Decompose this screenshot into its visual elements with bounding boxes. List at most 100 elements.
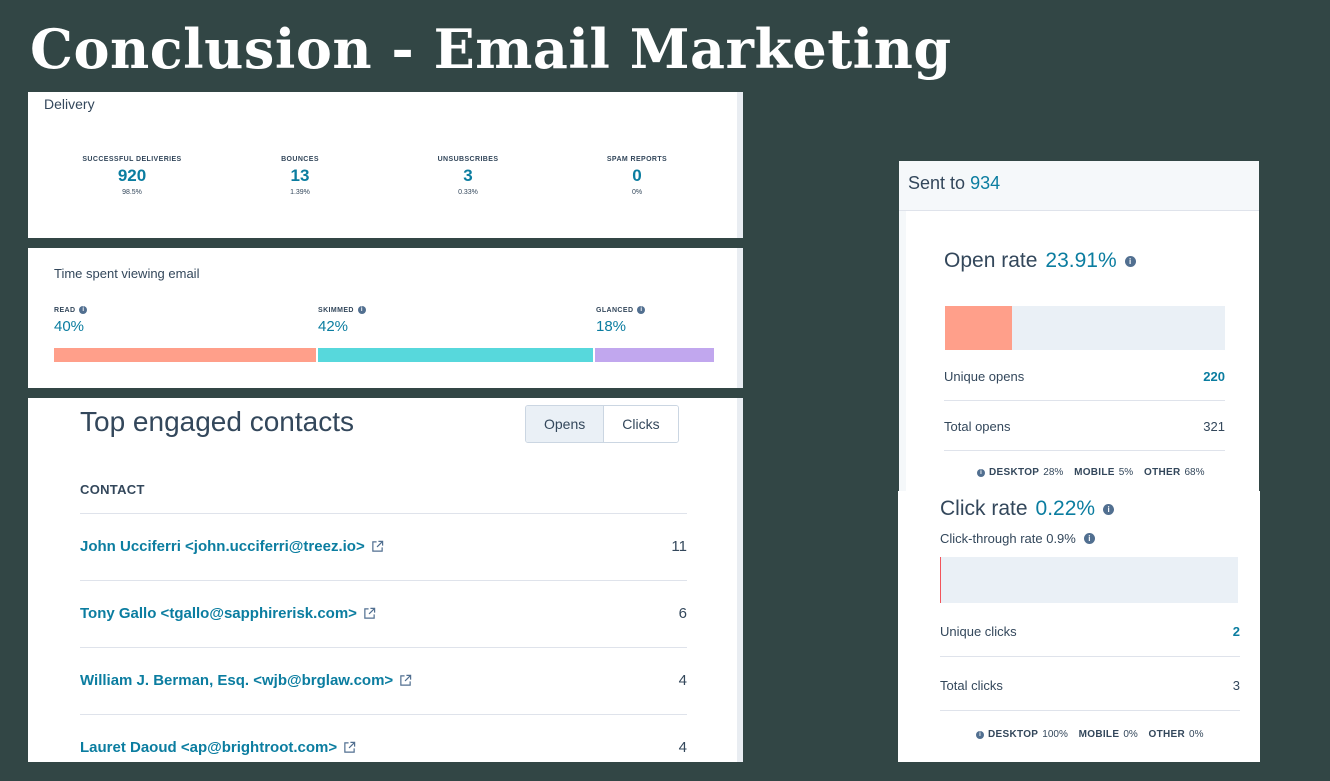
click-rate-label: Click rate [940, 497, 1028, 520]
toggle-clicks-button[interactable]: Clicks [604, 406, 678, 442]
stat-successful-deliveries: SUCCESSFUL DELIVERIES 920 98.5% [52, 156, 212, 196]
opens-clicks-toggle: Opens Clicks [525, 405, 679, 443]
desktop-percent: 28% [1043, 467, 1064, 478]
stat-percent: 0.33% [458, 189, 478, 196]
divider [944, 400, 1225, 401]
time-bar-glanced [595, 348, 714, 362]
segment-value: 40% [54, 318, 85, 335]
info-icon[interactable]: i [357, 306, 366, 314]
total-clicks-label: Total clicks [940, 678, 1003, 693]
external-link-icon[interactable] [363, 607, 376, 620]
open-rate-label: Open rate [944, 249, 1038, 272]
click-through-rate: Click-through rate 0.9% i [940, 531, 1095, 546]
divider [940, 656, 1240, 657]
total-clicks-value: 3 [1232, 678, 1240, 693]
contact-name[interactable]: William J. Berman, Esq. <wjb@brglaw.com> [80, 672, 394, 689]
stat-unsubscribes: UNSUBSCRIBES 3 0.33% [388, 156, 548, 196]
divider [940, 710, 1240, 711]
open-device-breakdown: i DESKTOP 28% MOBILE 5% OTHER 68% [977, 467, 1205, 478]
mobile-percent: 0% [1123, 729, 1138, 740]
segment-read: READ i 40% [54, 306, 88, 335]
click-rate-value: 0.22% [1035, 497, 1096, 520]
contact-count: 4 [678, 739, 687, 756]
contact-link[interactable]: William J. Berman, Esq. <wjb@brglaw.com> [80, 672, 412, 689]
time-bar-read [54, 348, 316, 362]
contact-count: 6 [678, 605, 687, 622]
info-icon[interactable]: i [1083, 533, 1095, 544]
external-link-icon[interactable] [371, 540, 384, 553]
external-link-icon[interactable] [399, 674, 412, 687]
open-rate-bar-fill [945, 306, 1013, 350]
info-icon[interactable]: i [79, 306, 88, 314]
slide-title: Conclusion - Email Marketing [30, 17, 952, 81]
contact-name[interactable]: John Ucciferri <john.ucciferri@treez.io> [80, 538, 365, 555]
total-opens-label: Total opens [944, 419, 1011, 434]
desktop-label: DESKTOP [988, 729, 1039, 740]
segment-glanced: GLANCED i 18% [596, 306, 646, 335]
segment-label: GLANCED [596, 306, 634, 314]
stat-label: SPAM REPORTS [606, 156, 668, 163]
contact-link[interactable]: Lauret Daoud <ap@brightroot.com> [80, 739, 356, 756]
desktop-percent: 100% [1042, 729, 1068, 740]
delivery-title: Delivery [44, 96, 95, 112]
mobile-label: MOBILE [1078, 729, 1120, 740]
contact-name[interactable]: Tony Gallo <tgallo@sapphirerisk.com> [80, 605, 357, 622]
delivery-panel: Delivery SUCCESSFUL DELIVERIES 920 98.5%… [28, 92, 743, 238]
segment-value: 42% [318, 318, 349, 335]
stat-spam-reports: SPAM REPORTS 0 0% [557, 156, 717, 196]
time-spent-title: Time spent viewing email [54, 266, 200, 281]
stat-percent: 1.39% [290, 189, 310, 196]
segment-label: READ [54, 306, 76, 314]
info-icon[interactable]: i [637, 306, 646, 314]
contact-row: Lauret Daoud <ap@brightroot.com> 4 [80, 714, 687, 781]
stat-label: SUCCESSFUL DELIVERIES [82, 156, 182, 163]
segment-value: 18% [596, 318, 627, 335]
ctr-label: Click-through rate 0.9% [940, 531, 1076, 546]
segment-label: SKIMMED [318, 306, 354, 314]
contact-row: John Ucciferri <john.ucciferri@treez.io>… [80, 513, 687, 580]
open-rate-bar [945, 306, 1225, 350]
side-strip [899, 211, 906, 491]
open-rate-title: Open rate 23.91% i [944, 249, 1136, 273]
contact-row: William J. Berman, Esq. <wjb@brglaw.com>… [80, 647, 687, 714]
contact-link[interactable]: Tony Gallo <tgallo@sapphirerisk.com> [80, 605, 376, 622]
click-rate-bar [940, 557, 1238, 603]
other-label: OTHER [1143, 467, 1181, 478]
stat-percent: 0% [631, 189, 643, 196]
stat-bounces: BOUNCES 13 1.39% [220, 156, 380, 196]
stat-percent: 98.5% [122, 189, 142, 196]
stat-value: 920 [117, 166, 147, 185]
unique-clicks-label: Unique clicks [940, 624, 1017, 639]
time-bar-skimmed [318, 348, 593, 362]
unique-clicks-value[interactable]: 2 [1232, 624, 1240, 639]
click-rate-title: Click rate 0.22% i [940, 497, 1115, 521]
contact-column-header: CONTACT [80, 482, 145, 497]
other-label: OTHER [1148, 729, 1186, 740]
other-percent: 0% [1189, 729, 1204, 740]
other-percent: 68% [1184, 467, 1205, 478]
unique-opens-value[interactable]: 220 [1203, 369, 1225, 384]
external-link-icon[interactable] [343, 741, 356, 754]
desktop-label: DESKTOP [989, 467, 1040, 478]
contact-name[interactable]: Lauret Daoud <ap@brightroot.com> [80, 739, 338, 756]
stat-label: UNSUBSCRIBES [437, 156, 499, 163]
toggle-opens-button[interactable]: Opens [526, 406, 605, 442]
stat-value: 3 [463, 166, 473, 185]
info-icon[interactable]: i [977, 468, 985, 477]
segment-skimmed: SKIMMED i 42% [318, 306, 366, 335]
open-rate-panel: Sent to 934 Open rate 23.91% i Unique open… [899, 161, 1259, 491]
stat-value: 13 [290, 166, 310, 185]
info-icon[interactable]: i [976, 730, 984, 739]
contact-row: Tony Gallo <tgallo@sapphirerisk.com> 6 [80, 580, 687, 647]
contact-count: 4 [678, 672, 687, 689]
info-icon[interactable]: i [1124, 255, 1136, 267]
sent-label: Sent to [908, 173, 966, 193]
mobile-label: MOBILE [1074, 467, 1115, 478]
contact-link[interactable]: John Ucciferri <john.ucciferri@treez.io> [80, 538, 384, 555]
time-spent-panel: Time spent viewing email READ i 40% SKIMM… [28, 248, 743, 388]
sent-count: 934 [970, 173, 1001, 193]
total-opens-value: 321 [1203, 419, 1225, 434]
unique-opens-label: Unique opens [944, 369, 1025, 384]
top-engaged-contacts-panel: Top engaged contacts Opens Clicks CONTAC… [28, 398, 743, 762]
info-icon[interactable]: i [1103, 503, 1115, 515]
